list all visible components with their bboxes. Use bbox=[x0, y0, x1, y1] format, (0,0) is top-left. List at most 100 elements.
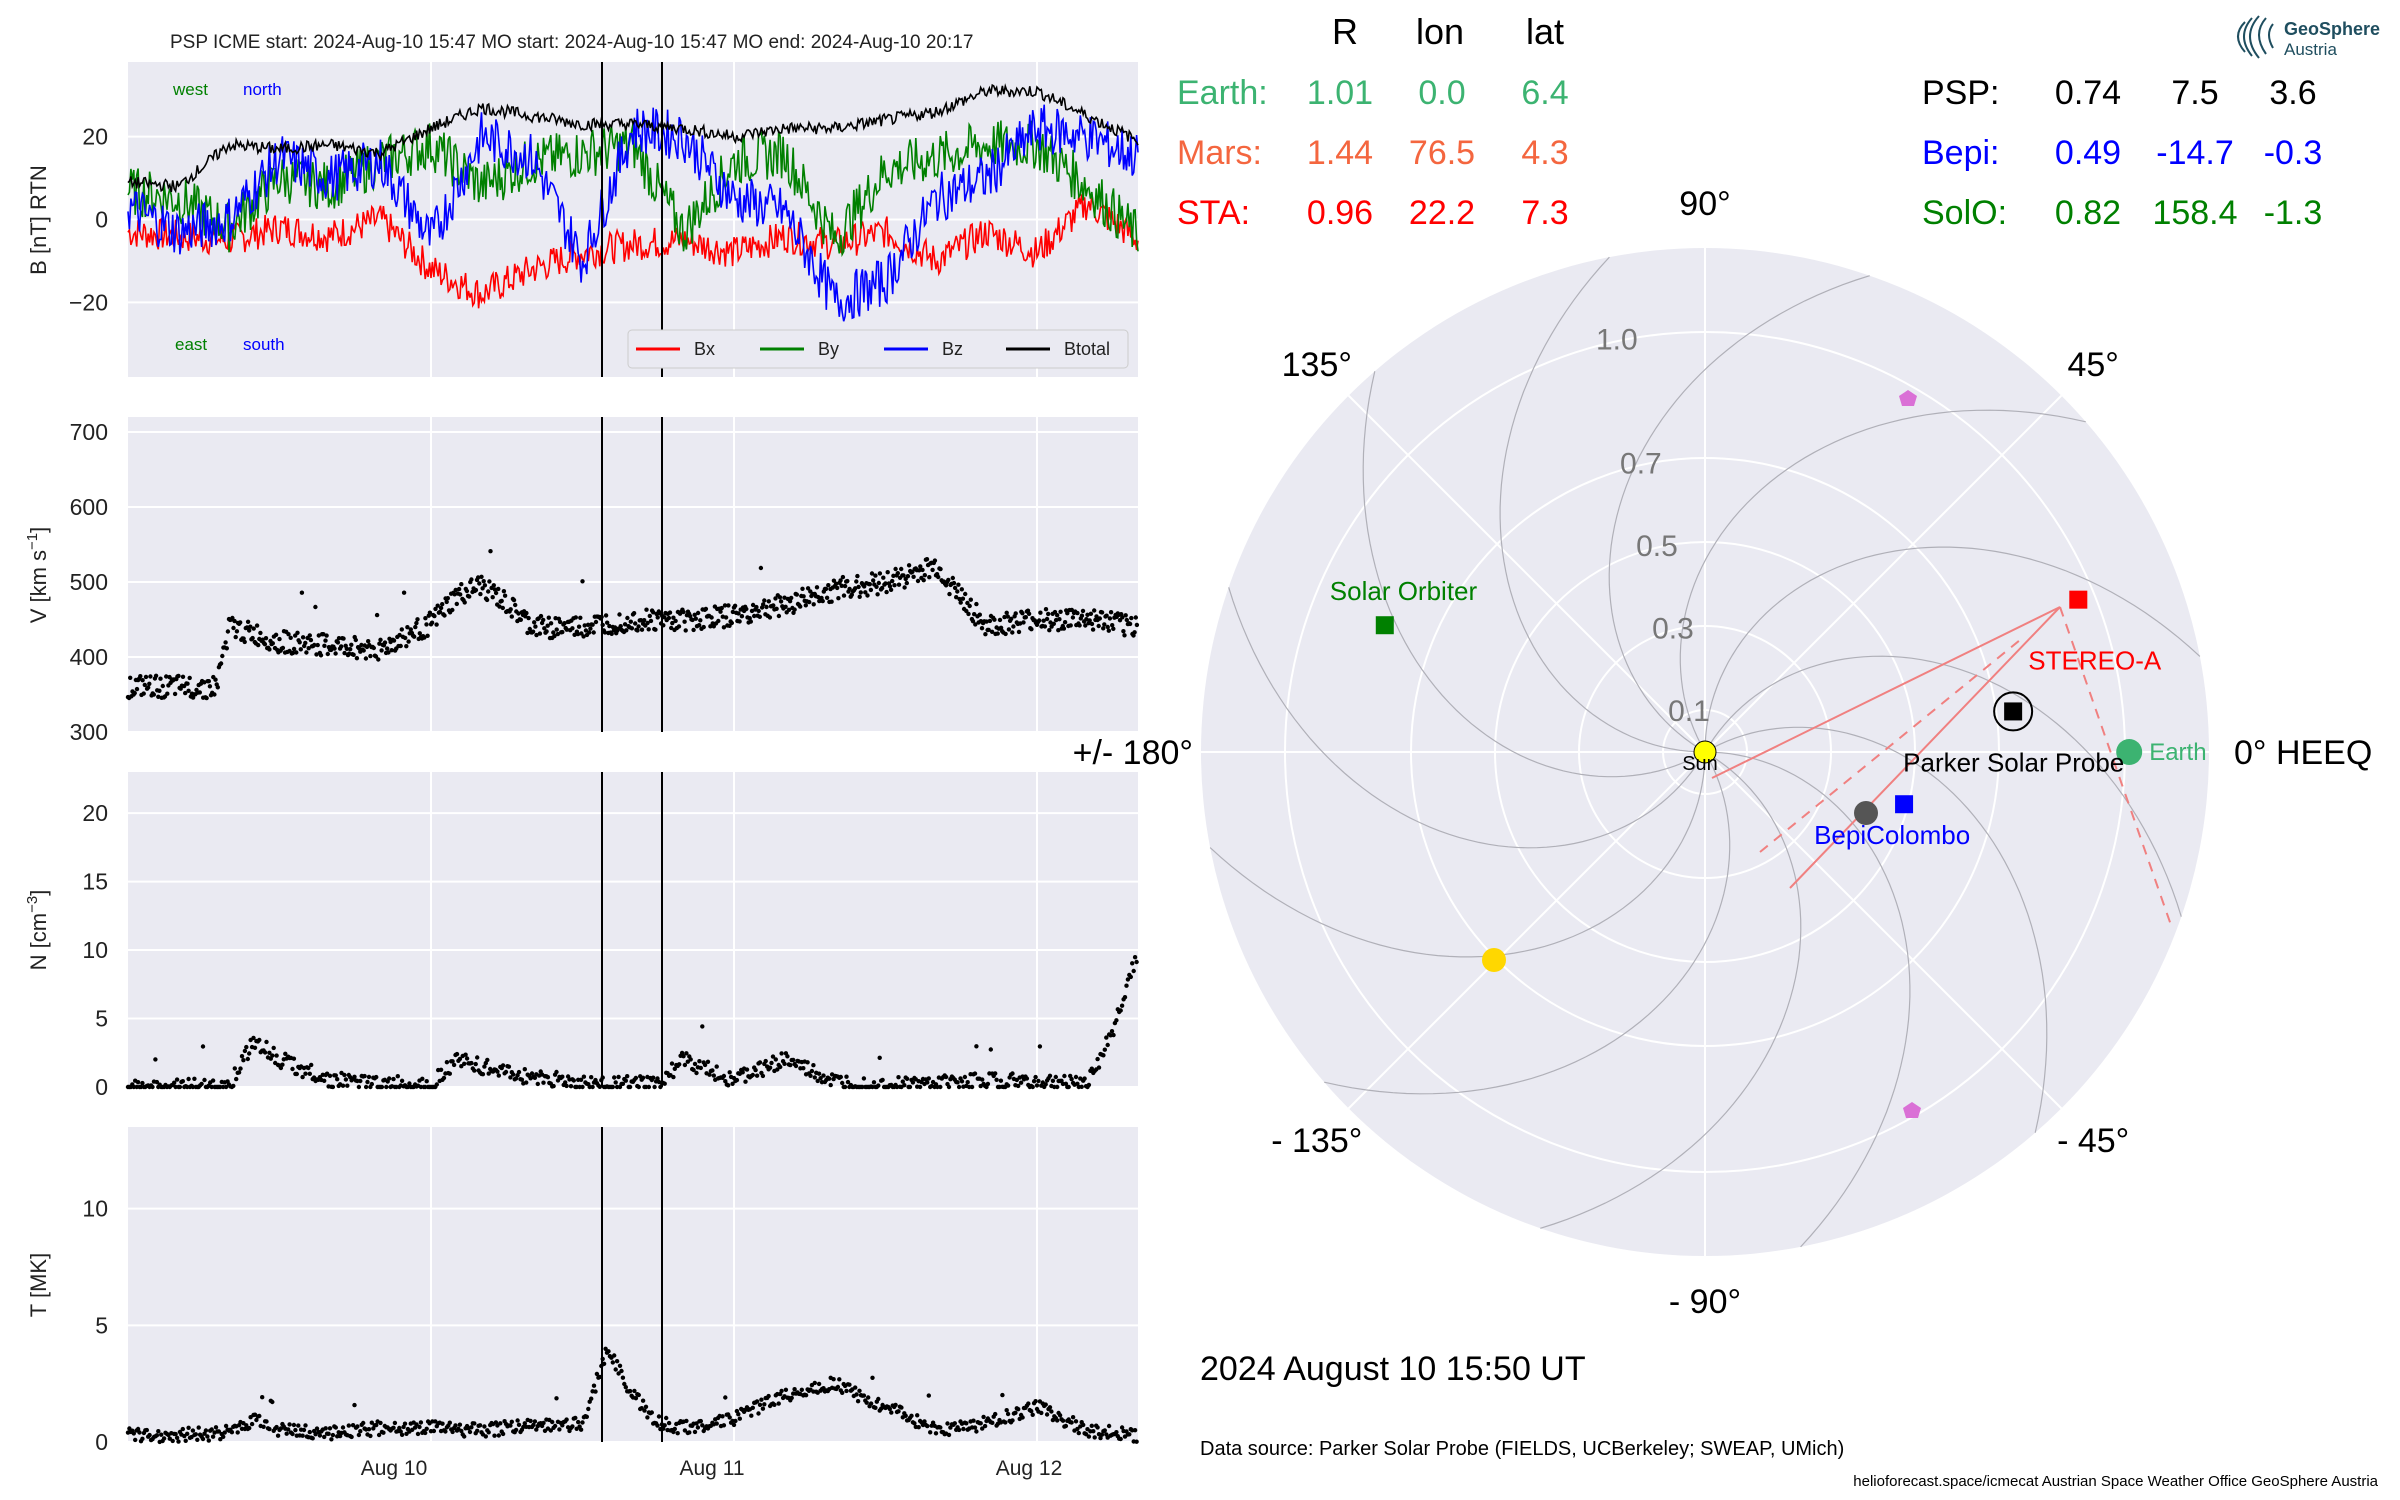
data-point bbox=[823, 586, 829, 592]
data-point bbox=[361, 648, 366, 653]
data-point bbox=[1134, 959, 1139, 965]
data-point bbox=[1041, 618, 1046, 623]
data-point bbox=[691, 627, 696, 633]
data-point bbox=[323, 1426, 328, 1431]
data-point bbox=[1105, 624, 1110, 630]
data-point bbox=[1075, 1426, 1080, 1432]
data-point bbox=[506, 1064, 512, 1069]
data-point bbox=[231, 625, 236, 631]
data-point bbox=[1106, 1423, 1112, 1429]
data-point bbox=[354, 656, 360, 661]
xtick-aug12: Aug 12 bbox=[996, 1457, 1063, 1480]
data-point bbox=[432, 613, 437, 619]
table-cell-name: Earth: bbox=[1177, 74, 1268, 112]
data-point bbox=[972, 1425, 978, 1430]
data-point bbox=[866, 1395, 871, 1400]
data-point bbox=[698, 618, 703, 623]
data-point bbox=[412, 634, 417, 639]
data-point bbox=[868, 1401, 874, 1406]
y-tick-label: 700 bbox=[70, 419, 108, 445]
data-point bbox=[290, 650, 296, 656]
data-point bbox=[377, 641, 382, 646]
data-point bbox=[789, 595, 794, 601]
series-bz bbox=[127, 104, 1139, 322]
data-point bbox=[457, 1056, 463, 1062]
data-point bbox=[844, 1074, 849, 1079]
data-point bbox=[899, 566, 904, 572]
data-point bbox=[1044, 1412, 1050, 1417]
data-point bbox=[700, 1024, 705, 1029]
density-panel: 0 5 10 15 20 N [cm−3] bbox=[24, 772, 1139, 1100]
data-point bbox=[333, 651, 338, 656]
data-point bbox=[955, 589, 960, 594]
data-point bbox=[1102, 622, 1107, 627]
data-point bbox=[335, 1077, 340, 1082]
data-point bbox=[425, 633, 430, 638]
data-point bbox=[896, 582, 902, 587]
data-point bbox=[252, 1045, 258, 1051]
data-point bbox=[628, 619, 633, 624]
data-point bbox=[450, 1429, 455, 1435]
data-point bbox=[391, 1425, 396, 1431]
data-point bbox=[721, 1423, 727, 1428]
data-point bbox=[545, 1075, 551, 1080]
data-point bbox=[903, 1413, 908, 1419]
data-point bbox=[386, 650, 391, 655]
data-point bbox=[597, 1374, 602, 1380]
data-point bbox=[974, 1044, 979, 1049]
data-point bbox=[1055, 1084, 1060, 1090]
data-point bbox=[1086, 1082, 1092, 1088]
data-point bbox=[1083, 623, 1088, 628]
data-point bbox=[652, 1084, 657, 1090]
data-point bbox=[528, 1418, 533, 1424]
data-point bbox=[397, 1425, 402, 1431]
data-point bbox=[863, 590, 868, 595]
data-point bbox=[885, 570, 890, 575]
data-point bbox=[153, 673, 159, 678]
data-point bbox=[793, 1063, 799, 1069]
data-point bbox=[662, 1423, 667, 1428]
data-point bbox=[992, 617, 997, 622]
data-point bbox=[438, 1067, 444, 1073]
data-point bbox=[444, 599, 449, 605]
data-point bbox=[552, 1423, 558, 1429]
y-tick-label: 10 bbox=[82, 937, 108, 963]
data-point bbox=[1047, 1405, 1053, 1410]
data-point bbox=[877, 571, 883, 576]
data-point bbox=[206, 1438, 211, 1443]
data-point bbox=[727, 1415, 732, 1420]
data-point bbox=[322, 1434, 327, 1440]
data-point bbox=[1049, 1409, 1054, 1414]
data-point bbox=[160, 683, 165, 689]
data-point bbox=[956, 582, 961, 587]
data-point bbox=[288, 635, 293, 640]
data-point bbox=[591, 630, 596, 635]
data-point bbox=[263, 636, 269, 641]
data-point bbox=[1005, 1411, 1011, 1417]
data-point bbox=[648, 618, 654, 624]
data-point bbox=[135, 1080, 141, 1085]
data-point bbox=[873, 573, 878, 578]
data-point bbox=[1091, 1429, 1096, 1434]
data-point bbox=[619, 1368, 624, 1374]
data-point bbox=[212, 692, 217, 697]
data-point bbox=[291, 1056, 297, 1061]
data-point bbox=[482, 583, 488, 588]
data-point bbox=[583, 628, 589, 633]
data-point bbox=[452, 592, 457, 597]
data-point bbox=[215, 685, 220, 690]
data-point bbox=[803, 603, 808, 608]
data-point bbox=[420, 1076, 425, 1082]
data-point bbox=[487, 579, 492, 584]
data-point bbox=[498, 1421, 503, 1426]
data-point bbox=[475, 1428, 480, 1434]
data-point bbox=[310, 1436, 315, 1441]
data-point bbox=[798, 604, 803, 609]
table-cell-name: SolO: bbox=[1922, 194, 2007, 232]
data-point bbox=[920, 567, 925, 573]
data-point bbox=[524, 1080, 529, 1085]
data-point bbox=[930, 567, 935, 573]
data-point bbox=[346, 1423, 351, 1428]
data-point bbox=[845, 578, 850, 584]
data-point bbox=[982, 1423, 988, 1429]
